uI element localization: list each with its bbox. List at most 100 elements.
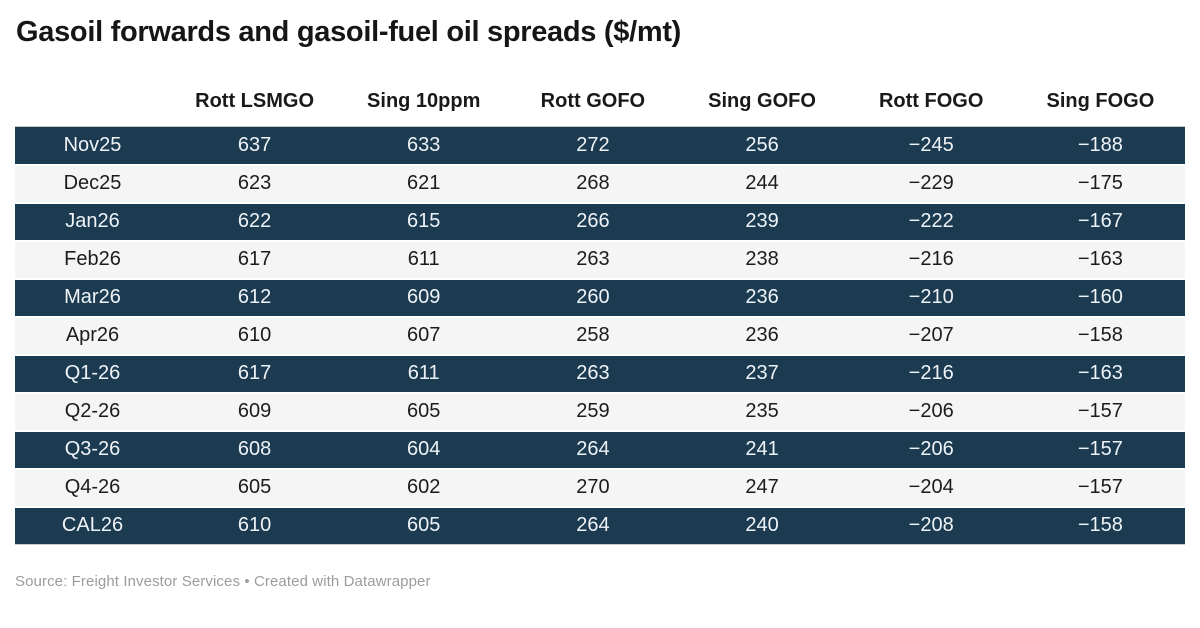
- table-cell: 612: [170, 278, 340, 317]
- table-cell: 270: [508, 468, 678, 507]
- table-cell: 241: [677, 430, 847, 469]
- table-row: Apr26 610 607 258 236 −207 −158: [15, 316, 1185, 355]
- table-cell: 607: [339, 316, 509, 355]
- table-cell: −158: [1015, 316, 1185, 355]
- table-cell: −163: [1015, 354, 1185, 393]
- column-header: Sing GOFO: [677, 90, 847, 127]
- table-body: Nov25 637 633 272 256 −245 −188 Dec25 623 621 268 2…: [15, 126, 1185, 545]
- table-cell: 605: [339, 392, 509, 431]
- table-cell: −188: [1015, 126, 1185, 165]
- row-label-cell: Apr26: [15, 316, 170, 355]
- row-label-cell: Dec25: [15, 164, 170, 203]
- table-cell: −222: [846, 202, 1016, 241]
- table-cell: 610: [170, 506, 340, 545]
- table-cell: −216: [846, 354, 1016, 393]
- table-row: Mar26 612 609 260 236 −210 −160: [15, 278, 1185, 317]
- row-label-cell: Q1-26: [15, 354, 170, 393]
- table-cell: 610: [170, 316, 340, 355]
- table-cell: 609: [339, 278, 509, 317]
- row-label-cell: Q4-26: [15, 468, 170, 507]
- table-cell: 604: [339, 430, 509, 469]
- table-cell: 264: [508, 506, 678, 545]
- table-cell: 259: [508, 392, 678, 431]
- row-label-cell: Nov25: [15, 126, 170, 165]
- table-cell: 240: [677, 506, 847, 545]
- table-cell: 623: [170, 164, 340, 203]
- table-cell: −207: [846, 316, 1016, 355]
- row-label-cell: Mar26: [15, 278, 170, 317]
- table-header: Rott LSMGO Sing 10ppm Rott GOFO Sing GOFO Ro…: [15, 90, 1185, 127]
- table-cell: 236: [677, 316, 847, 355]
- forwards-table: Rott LSMGO Sing 10ppm Rott GOFO Sing GOFO Ro…: [15, 90, 1185, 545]
- table-cell: 263: [508, 240, 678, 279]
- table-cell: 622: [170, 202, 340, 241]
- table-cell: 263: [508, 354, 678, 393]
- table-cell: 272: [508, 126, 678, 165]
- row-label-cell: Q3-26: [15, 430, 170, 469]
- table-header-row: Rott LSMGO Sing 10ppm Rott GOFO Sing GOFO Ro…: [15, 90, 1185, 127]
- table-cell: 605: [339, 506, 509, 545]
- chart-title: Gasoil forwards and gasoil-fuel oil spre…: [16, 16, 682, 48]
- row-label-cell: Jan26: [15, 202, 170, 241]
- table-cell: 617: [170, 354, 340, 393]
- column-header: Rott GOFO: [508, 90, 678, 127]
- table-cell: 633: [339, 126, 509, 165]
- table-cell: 605: [170, 468, 340, 507]
- table-cell: −160: [1015, 278, 1185, 317]
- column-header: Sing FOGO: [1015, 90, 1185, 127]
- table-cell: 256: [677, 126, 847, 165]
- table-cell: 609: [170, 392, 340, 431]
- table-row: CAL26 610 605 264 240 −208 −158: [15, 506, 1185, 545]
- table-row: Q3-26 608 604 264 241 −206 −157: [15, 430, 1185, 469]
- table-cell: −206: [846, 392, 1016, 431]
- table-cell: 238: [677, 240, 847, 279]
- table-cell: 236: [677, 278, 847, 317]
- table-cell: 247: [677, 468, 847, 507]
- row-label-cell: CAL26: [15, 506, 170, 545]
- source-attribution: Source: Freight Investor Services • Crea…: [15, 573, 431, 590]
- table-cell: 637: [170, 126, 340, 165]
- table-cell: 611: [339, 240, 509, 279]
- column-header: Rott LSMGO: [170, 90, 340, 127]
- table-cell: −163: [1015, 240, 1185, 279]
- table-cell: −175: [1015, 164, 1185, 203]
- column-header: Sing 10ppm: [339, 90, 509, 127]
- table-cell: 621: [339, 164, 509, 203]
- table-cell: −157: [1015, 468, 1185, 507]
- table-cell: −157: [1015, 430, 1185, 469]
- table-row: Q4-26 605 602 270 247 −204 −157: [15, 468, 1185, 507]
- table-row: Dec25 623 621 268 244 −229 −175: [15, 164, 1185, 203]
- table-row: Jan26 622 615 266 239 −222 −167: [15, 202, 1185, 241]
- table-cell: −208: [846, 506, 1016, 545]
- table-cell: 264: [508, 430, 678, 469]
- table-cell: −204: [846, 468, 1016, 507]
- row-label-cell: Q2-26: [15, 392, 170, 431]
- table-cell: 237: [677, 354, 847, 393]
- table-cell: 266: [508, 202, 678, 241]
- table-cell: −167: [1015, 202, 1185, 241]
- table-cell: −229: [846, 164, 1016, 203]
- table-cell: 615: [339, 202, 509, 241]
- table-cell: −206: [846, 430, 1016, 469]
- row-label-cell: Feb26: [15, 240, 170, 279]
- table-cell: 608: [170, 430, 340, 469]
- table-row: Q2-26 609 605 259 235 −206 −157: [15, 392, 1185, 431]
- table-cell: 268: [508, 164, 678, 203]
- table-cell: 258: [508, 316, 678, 355]
- column-header: Rott FOGO: [846, 90, 1016, 127]
- table-cell: 235: [677, 392, 847, 431]
- table-row: Feb26 617 611 263 238 −216 −163: [15, 240, 1185, 279]
- table-cell: 260: [508, 278, 678, 317]
- table-cell: 244: [677, 164, 847, 203]
- table-row: Q1-26 617 611 263 237 −216 −163: [15, 354, 1185, 393]
- table-cell: 239: [677, 202, 847, 241]
- table-cell: −245: [846, 126, 1016, 165]
- table-cell: 617: [170, 240, 340, 279]
- table-cell: −216: [846, 240, 1016, 279]
- table-cell: −157: [1015, 392, 1185, 431]
- table-cell: 611: [339, 354, 509, 393]
- table-cell: −158: [1015, 506, 1185, 545]
- table-cell: −210: [846, 278, 1016, 317]
- table-row: Nov25 637 633 272 256 −245 −188: [15, 126, 1185, 165]
